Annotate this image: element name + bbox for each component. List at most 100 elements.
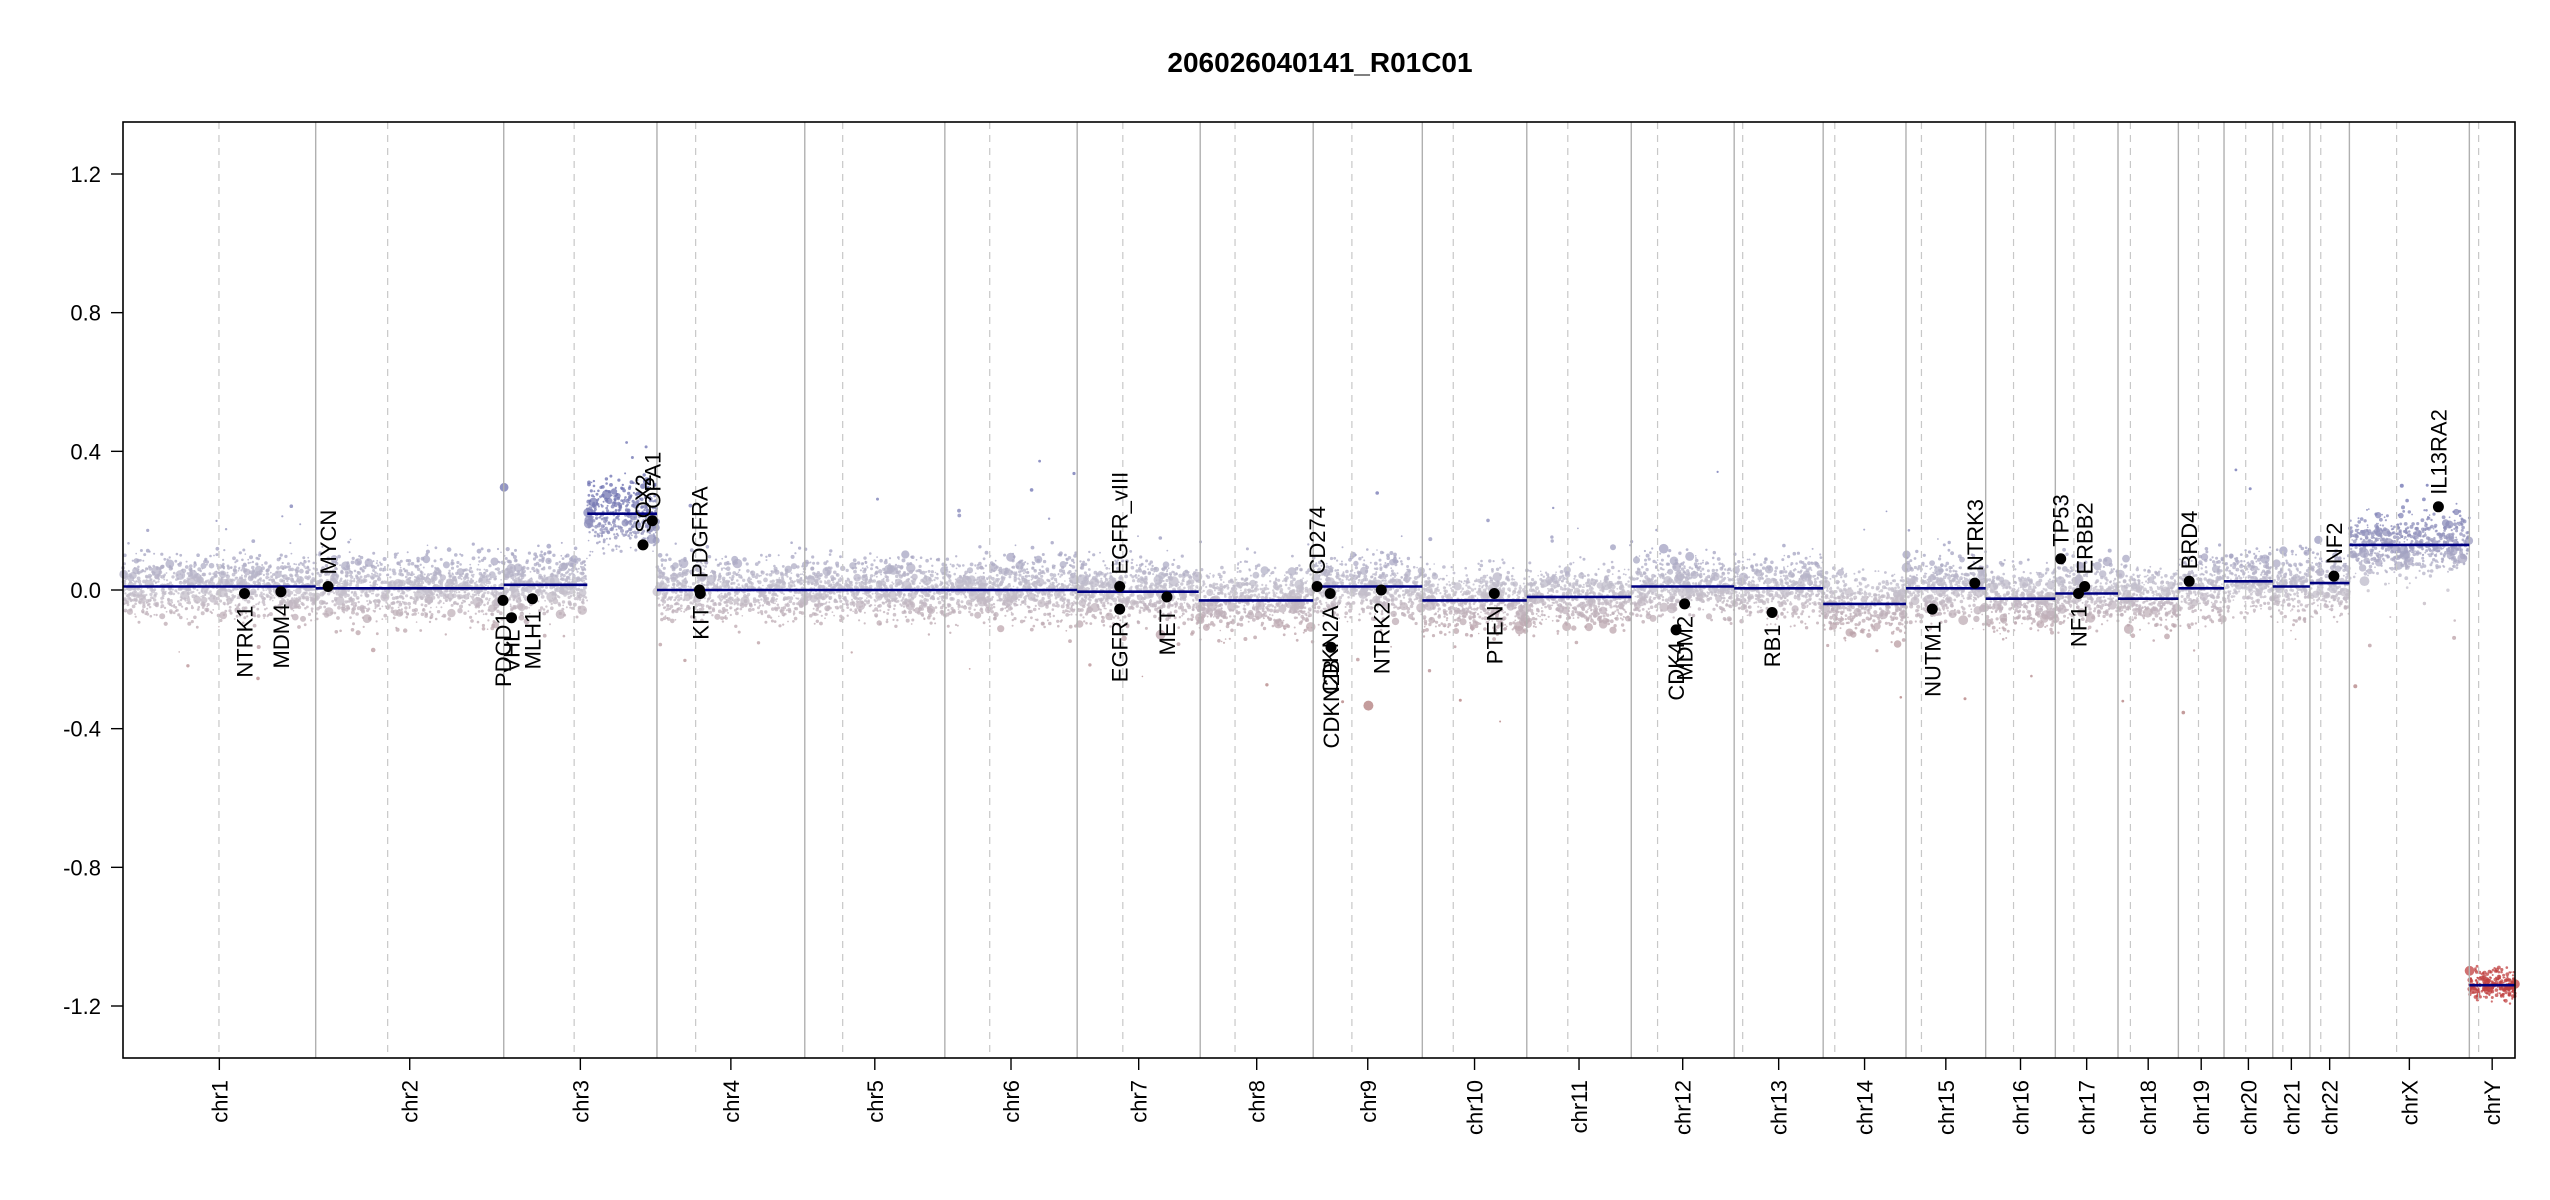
probe-point (357, 600, 360, 604)
probe-point (234, 569, 238, 572)
probe-point (983, 596, 986, 599)
probe-point (955, 567, 958, 570)
probe-point (430, 591, 433, 594)
probe-point (454, 584, 458, 588)
probe-point (564, 555, 568, 558)
probe-point (123, 588, 127, 591)
probe-point (985, 577, 989, 580)
probe-point (885, 599, 889, 603)
probe-point (345, 574, 349, 578)
probe-point (1015, 565, 1020, 569)
probe-point (148, 565, 151, 569)
probe-point (128, 580, 132, 584)
probe-point (667, 604, 670, 607)
probe-point (888, 557, 892, 560)
probe-point (718, 597, 722, 600)
probe-point (867, 580, 871, 584)
probe-point (368, 589, 372, 593)
probe-point (414, 603, 417, 605)
probe-point (900, 604, 903, 607)
probe-point (198, 591, 201, 595)
probe-point (410, 561, 415, 566)
probe-point (996, 599, 999, 602)
probe-point (457, 575, 462, 580)
probe-point (932, 597, 935, 601)
probe-point (605, 482, 608, 485)
probe-point (333, 596, 338, 601)
probe-point (214, 570, 218, 575)
probe-point (502, 587, 510, 594)
probe-point (725, 608, 729, 612)
probe-point (206, 602, 210, 607)
probe-point (361, 609, 366, 614)
probe-point (456, 602, 460, 606)
probe-point (421, 594, 426, 598)
probe-point (351, 598, 355, 602)
probe-point (303, 560, 307, 564)
probe-point (578, 598, 582, 601)
probe-point (238, 602, 241, 605)
probe-point (982, 601, 987, 605)
probe-point (247, 561, 250, 565)
probe-point (158, 570, 163, 574)
probe-point (174, 589, 178, 593)
probe-point (234, 604, 237, 607)
probe-point (765, 555, 768, 558)
probe-point (855, 562, 857, 565)
probe-point (404, 583, 406, 585)
probe-point (587, 539, 590, 542)
probe-point (724, 567, 727, 570)
probe-point (196, 553, 200, 557)
probe-point (672, 562, 679, 569)
probe-point (459, 563, 462, 566)
probe-point (737, 571, 740, 573)
probe-point (209, 554, 212, 558)
probe-point (406, 581, 410, 585)
probe-point (179, 553, 183, 557)
probe-point (359, 575, 363, 579)
probe-point (136, 587, 140, 591)
probe-point (974, 603, 978, 607)
probe-point (754, 575, 759, 579)
probe-point (542, 633, 547, 638)
probe-point (466, 583, 471, 588)
probe-point (941, 595, 944, 598)
probe-point (522, 594, 527, 599)
probe-point (233, 579, 236, 582)
probe-point (249, 595, 253, 599)
probe-point (509, 605, 512, 608)
probe-point (375, 632, 379, 636)
probe-point (567, 595, 571, 600)
probe-point (493, 594, 496, 597)
probe-point (866, 565, 868, 568)
probe-point (526, 566, 530, 570)
probe-point (810, 566, 815, 571)
probe-point (1013, 617, 1017, 621)
probe-point (543, 566, 546, 569)
probe-point (361, 569, 365, 573)
probe-point (350, 570, 353, 573)
probe-point (1038, 607, 1041, 610)
probe-point (185, 607, 189, 610)
probe-point (586, 510, 590, 513)
probe-point (1054, 596, 1058, 600)
probe-point (644, 445, 648, 449)
probe-point (533, 570, 536, 573)
probe-point (988, 625, 991, 628)
probe-point (577, 557, 581, 562)
probe-point (581, 560, 586, 564)
probe-point (902, 605, 906, 608)
probe-point (936, 612, 938, 614)
probe-point (204, 589, 208, 593)
probe-point (642, 473, 646, 477)
probe-point (1047, 599, 1052, 604)
probe-point (875, 591, 879, 595)
probe-point (366, 609, 369, 613)
probe-point (863, 575, 866, 578)
probe-point (818, 610, 822, 613)
probe-point (558, 560, 561, 564)
probe-point (366, 573, 370, 578)
probe-point (853, 573, 862, 582)
probe-point (167, 597, 170, 601)
probe-point (747, 576, 751, 580)
